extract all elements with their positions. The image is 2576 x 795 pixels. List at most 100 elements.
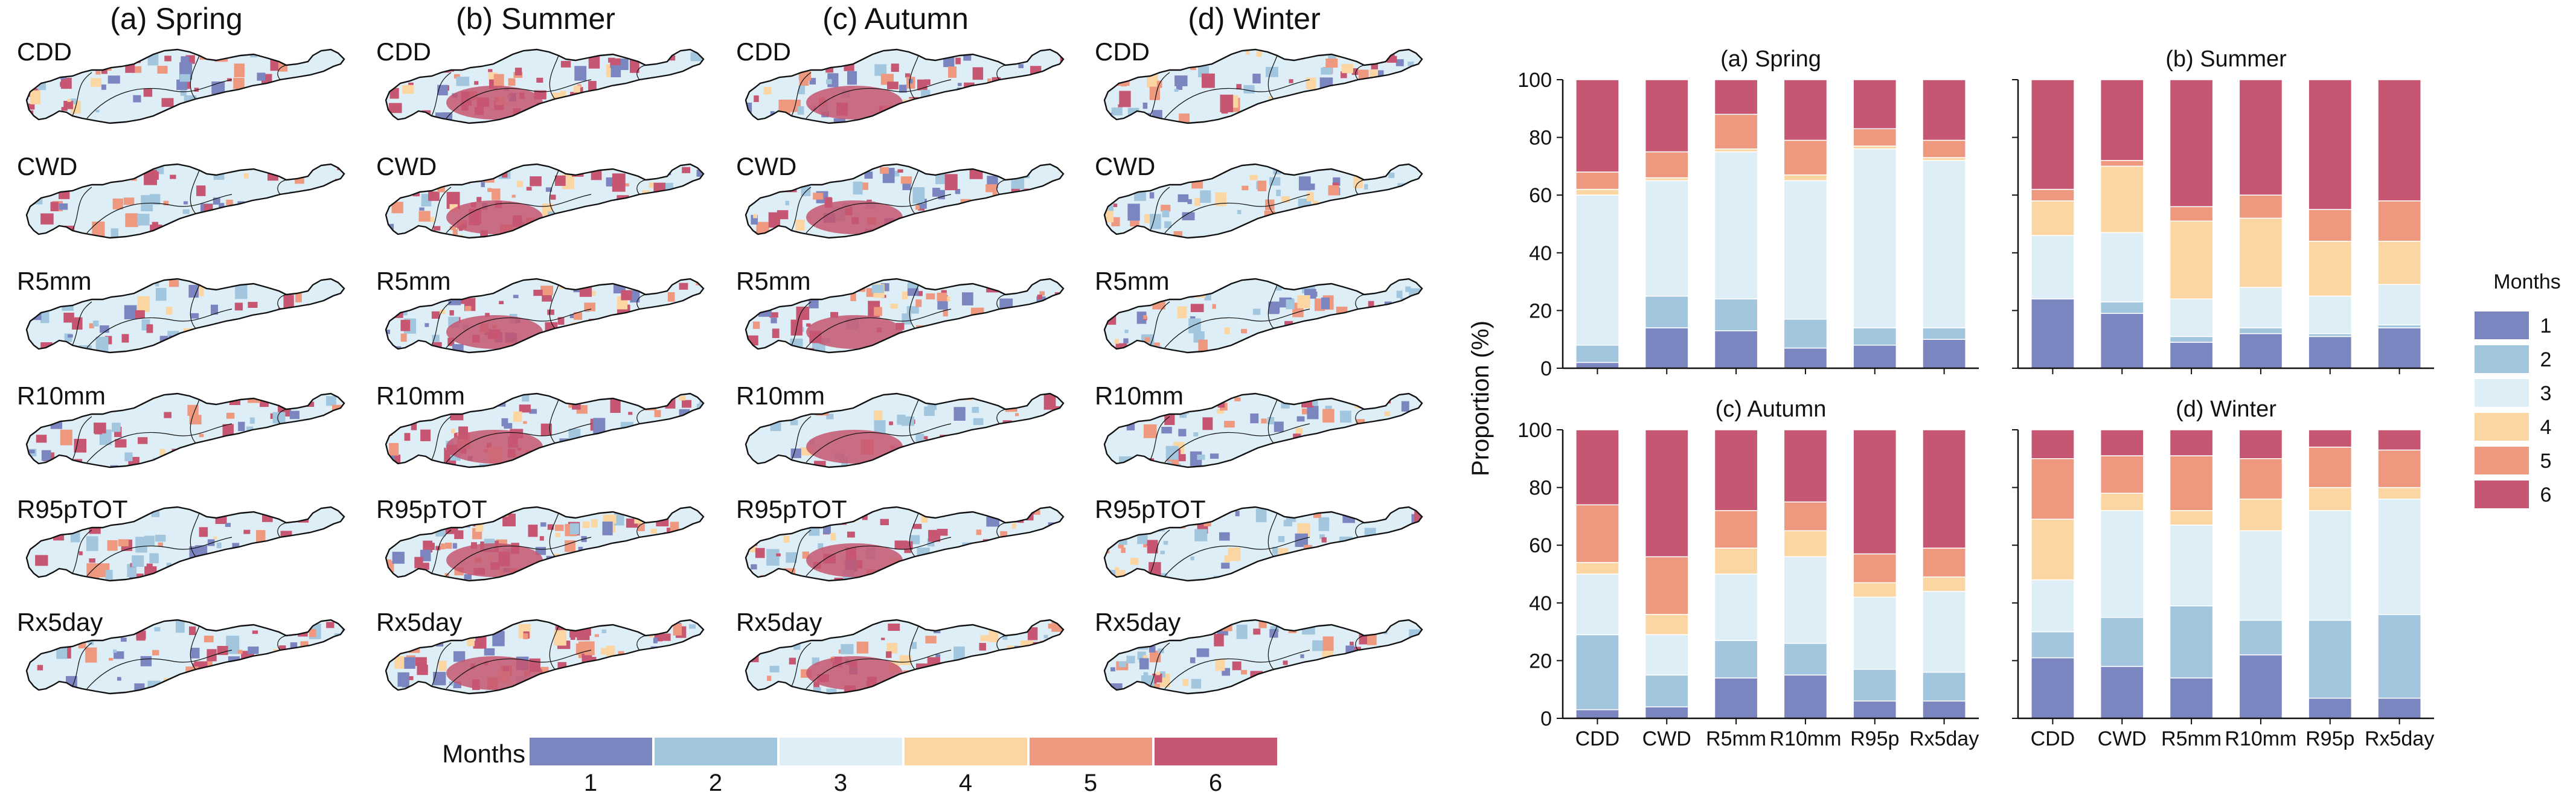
map-pixel	[940, 340, 951, 350]
map-pixel	[1345, 332, 1350, 336]
map-pixel	[211, 458, 220, 465]
map-pixel	[1331, 233, 1343, 238]
map-pixel	[1056, 80, 1062, 86]
map-pixel	[848, 171, 854, 177]
map-pixel	[658, 97, 671, 108]
map-pixel	[1268, 301, 1280, 313]
map-pixel	[105, 570, 113, 580]
bar-segment	[2238, 194, 2283, 219]
map-pixel	[629, 199, 638, 209]
map-pixel	[985, 184, 998, 193]
map-pixel	[1249, 348, 1255, 353]
map-pixel	[644, 395, 651, 401]
map-pixel	[551, 566, 559, 572]
map-pixel	[1313, 570, 1317, 574]
map-pixel	[298, 665, 304, 672]
map-pixel	[1318, 566, 1323, 572]
map-pixel	[1221, 563, 1230, 569]
map-pixel	[1045, 315, 1054, 324]
map-pixel	[751, 215, 758, 225]
map-pixel	[1377, 566, 1385, 575]
map-pixel	[696, 310, 703, 320]
panel-title: (a) Spring	[1720, 46, 1821, 72]
map-pixel	[449, 310, 454, 316]
bar-segment	[1714, 573, 1758, 641]
map-pixel	[841, 643, 854, 654]
map-pixel	[671, 205, 682, 219]
map-pixel	[1327, 461, 1336, 467]
map-pixel	[1272, 462, 1284, 467]
map-pixel	[335, 179, 344, 197]
map-index-label: R95pTOT	[17, 495, 128, 523]
map-pixel	[1037, 295, 1042, 299]
map-pixel	[213, 536, 217, 540]
map-pixel	[1354, 346, 1362, 353]
map-pixel	[1027, 460, 1035, 466]
y-tick-label: 100	[1517, 69, 1552, 92]
map-pixel	[999, 298, 1013, 314]
map-pixel	[673, 332, 679, 340]
map-pixel	[513, 295, 519, 298]
map-pixel	[662, 100, 668, 108]
map-pixel	[323, 420, 336, 436]
map-pixel	[216, 461, 225, 467]
map-pixel	[1056, 423, 1063, 430]
map-pixel	[955, 188, 961, 194]
bar-segment	[1644, 327, 1689, 369]
map-pixel	[1142, 102, 1148, 109]
map-pixel	[1236, 84, 1242, 90]
map-pixel	[1047, 211, 1053, 216]
map-pixel	[797, 106, 804, 115]
map-pixel	[1188, 53, 1194, 60]
map-pixel	[307, 664, 316, 676]
map-pixel	[615, 567, 620, 571]
map-pixel	[593, 418, 606, 434]
map-index-label: R10mm	[17, 382, 106, 410]
map-pixel	[754, 415, 764, 422]
map-pixel	[1157, 120, 1164, 123]
map-pixel	[1253, 628, 1261, 635]
map-pixel	[847, 71, 857, 85]
map-pixel	[1143, 543, 1147, 548]
map-pixel	[1174, 89, 1179, 92]
map-pixel	[886, 642, 898, 654]
map-pixel	[777, 210, 789, 220]
map-pixel	[1041, 567, 1046, 572]
bar-segment	[2169, 342, 2214, 369]
bar-segment	[2169, 298, 2214, 337]
x-tick-label: R10mm	[1769, 727, 1841, 750]
map-pixel	[994, 200, 1001, 207]
map-pixel	[818, 53, 822, 58]
map-pixel	[94, 428, 103, 435]
map-pixel	[580, 343, 593, 353]
map-pixel	[953, 407, 966, 421]
map-pixel	[668, 328, 682, 340]
map-pixel	[1286, 299, 1295, 310]
map-pixel	[952, 437, 964, 455]
map-pixel	[208, 579, 219, 581]
map-pixel	[181, 56, 190, 65]
bar-segment	[2169, 510, 2214, 526]
map-pixel	[305, 220, 313, 227]
map-pixel	[657, 423, 663, 430]
map-index-label: R5mm	[376, 267, 451, 295]
map-pixel	[612, 173, 626, 192]
y-tick-label: 100	[1517, 419, 1552, 442]
map-pixel	[1266, 561, 1270, 567]
map-pixel	[560, 557, 568, 563]
map-pixel	[649, 346, 657, 352]
map-pixel	[1044, 429, 1052, 436]
map-pixel	[386, 83, 389, 88]
map-pixel	[934, 624, 941, 633]
map-pixel	[903, 217, 912, 228]
map-pixel	[188, 284, 199, 298]
map-pixel	[613, 86, 622, 97]
map-pixel	[1181, 55, 1191, 65]
map-pixel	[665, 675, 678, 693]
map-pixel	[1280, 279, 1285, 283]
y-axis-label: Proportion (%)	[1467, 321, 1494, 476]
map-pixel	[37, 83, 46, 91]
